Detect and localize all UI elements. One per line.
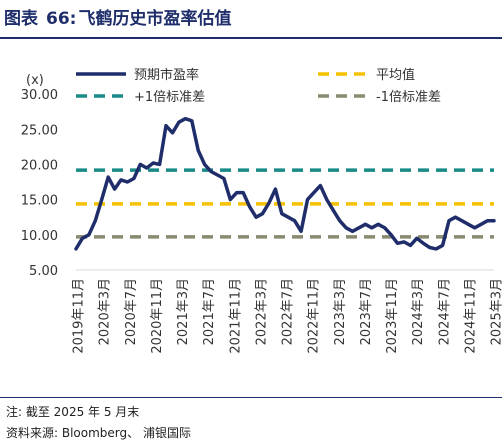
legend-forward-pe-label: 预期市盈率 (134, 67, 199, 83)
y-tick-label: 5.00 (29, 264, 58, 279)
x-tick-label: 2022年3月 (254, 278, 269, 345)
series-line-forward-pe (74, 116, 496, 251)
figure-title: 飞鹤历史市盈率估值 (78, 9, 232, 29)
y-tick-label: 20.00 (21, 158, 58, 173)
x-tick-label: 2023年3月 (333, 278, 348, 345)
x-tick-label: 2021年11月 (228, 278, 243, 354)
y-tick-label: 25.00 (21, 123, 58, 138)
x-axis: 2019年11月 2020年3月 2020年7月 2020年11月 2021年3月 202… (72, 278, 502, 354)
x-tick-label: 2020年3月 (98, 278, 113, 345)
title-rule (0, 37, 502, 39)
source-note: 资料来源: Bloomberg、 浦银国际 (6, 426, 191, 440)
x-tick-label: 2021年7月 (202, 278, 217, 345)
x-tick-label: 2022年7月 (281, 278, 296, 345)
x-tick-label: 2024年11月 (463, 278, 478, 354)
x-tick-label: 2019年11月 (72, 278, 87, 354)
x-tick-label: 2022年11月 (307, 278, 322, 354)
pe-valuation-chart: 30.00 25.00 20.00 15.00 10.00 5.00 (x) 2019年1… (21, 67, 502, 354)
reference-lines (76, 168, 494, 239)
footnote: 注: 截至 2025 年 5 月末 (6, 405, 140, 419)
y-tick-label: 10.00 (21, 229, 58, 244)
figure-label: 图表 (4, 9, 38, 29)
figure-number: 66: (46, 9, 77, 29)
x-tick-label: 2021年3月 (176, 278, 191, 345)
y-tick-label: 30.00 (21, 88, 58, 103)
footer-rule (0, 397, 502, 398)
x-tick-label: 2024年3月 (411, 278, 426, 345)
x-tick-label: 2024年7月 (437, 278, 452, 345)
x-tick-label: 2020年11月 (150, 278, 165, 354)
chart-title: 图表 66: 飞鹤历史市盈率估值 (4, 4, 231, 29)
y-axis-label: (x) (26, 73, 44, 88)
legend-minus-1sd-label: -1倍标准差 (376, 90, 441, 105)
legend: 预期市盈率 平均值 +1倍标准差 -1倍标准差 (76, 67, 441, 105)
x-tick-label: 2023年11月 (385, 278, 400, 354)
x-tick-label: 2020年7月 (124, 278, 139, 345)
legend-plus-1sd-label: +1倍标准差 (134, 90, 205, 105)
y-tick-label: 15.00 (21, 194, 58, 209)
legend-average-label: 平均值 (376, 67, 415, 83)
x-tick-label: 2025年3月 (490, 278, 502, 345)
y-axis: 30.00 25.00 20.00 15.00 10.00 5.00 (21, 88, 58, 279)
x-tick-label: 2023年7月 (359, 278, 374, 345)
